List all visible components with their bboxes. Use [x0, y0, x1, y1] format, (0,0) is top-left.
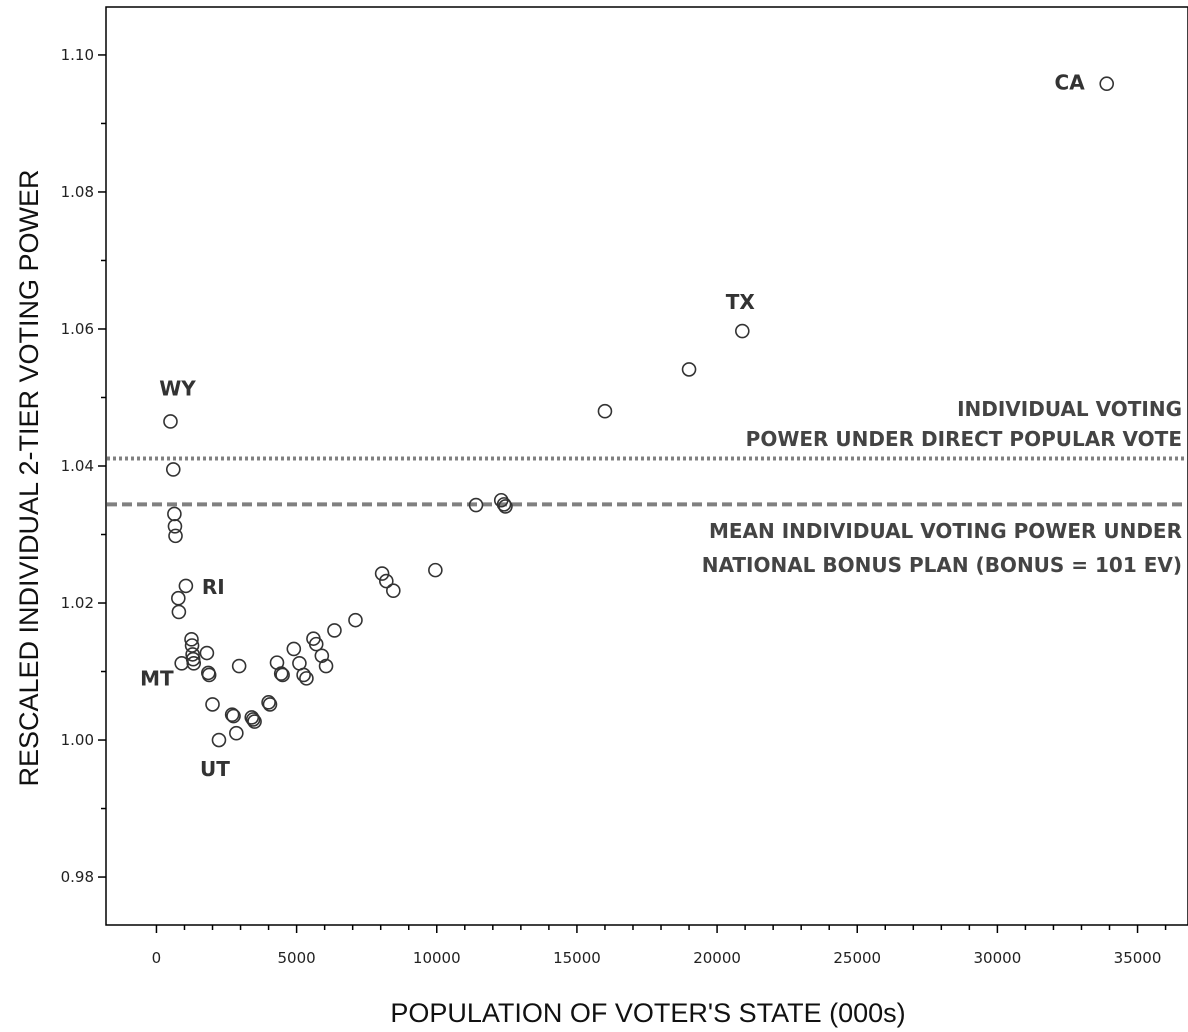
y-tick-label: 1.08 — [61, 183, 94, 201]
data-point — [167, 518, 183, 534]
data-point — [318, 658, 334, 674]
reference-line-annotation: INDIVIDUAL VOTING — [957, 397, 1182, 421]
data-point — [163, 414, 178, 429]
data-point — [1099, 76, 1115, 92]
data-point — [178, 578, 194, 594]
x-axis: 0 5000 10000 15000 20000 25000 30000 35000 — [152, 925, 1167, 967]
data-point — [597, 403, 613, 419]
data-points — [163, 76, 1115, 748]
data-point — [308, 636, 324, 652]
data-point — [244, 710, 260, 725]
data-point — [229, 725, 244, 741]
data-point — [273, 666, 289, 681]
data-point — [386, 583, 401, 598]
data-point — [165, 462, 181, 477]
data-point — [262, 697, 278, 712]
y-tick-label: 1.10 — [61, 46, 94, 64]
x-tick-label: 30000 — [974, 949, 1022, 967]
x-tick-label: 5000 — [278, 949, 316, 967]
reference-line-annotation: NATIONAL BONUS PLAN (BONUS = 101 EV) — [702, 553, 1182, 577]
data-point — [171, 590, 186, 606]
point-label-ca: CA — [1055, 71, 1086, 95]
data-point — [299, 671, 314, 686]
data-point — [681, 362, 697, 377]
point-labels: WY RI MT UT TX CA — [140, 71, 1085, 781]
point-label-tx: TX — [726, 290, 756, 314]
data-point — [184, 632, 199, 647]
x-tick-label: 35000 — [1114, 949, 1162, 967]
data-point — [498, 499, 513, 514]
x-tick-label: 25000 — [833, 949, 881, 967]
reference-line-annotation: POWER UNDER DIRECT POPULAR VOTE — [746, 427, 1182, 451]
data-point — [168, 528, 183, 544]
y-axis-title: RESCALED INDIVIDUAL 2-TIER VOTING POWER — [14, 169, 44, 786]
data-point — [296, 667, 311, 683]
x-tick-label: 15000 — [553, 949, 601, 967]
reference-lines: INDIVIDUAL VOTING POWER UNDER DIRECT POPU… — [107, 397, 1187, 577]
data-point — [286, 641, 302, 657]
data-point — [428, 562, 443, 578]
data-point — [185, 647, 200, 662]
x-axis-title: POPULATION OF VOTER'S STATE (000s) — [390, 998, 905, 1028]
data-point — [379, 573, 394, 589]
x-tick-label: 0 — [152, 949, 162, 967]
data-point — [468, 497, 484, 513]
data-point — [374, 566, 390, 581]
data-point — [201, 667, 217, 683]
data-point — [226, 708, 241, 724]
y-tick-label: 1.04 — [61, 457, 94, 475]
y-tick-label: 0.98 — [61, 868, 94, 886]
y-tick-label: 1.06 — [61, 320, 94, 338]
data-point — [327, 623, 342, 638]
data-point — [261, 695, 276, 710]
data-point — [247, 714, 262, 729]
data-point — [224, 707, 240, 722]
y-axis: 0.98 1.00 1.02 1.04 1.06 1.08 1.10 — [61, 46, 106, 886]
data-point — [245, 712, 261, 727]
point-label-ut: UT — [200, 757, 230, 781]
data-point — [735, 323, 750, 339]
data-point — [211, 732, 227, 748]
data-point — [496, 497, 512, 512]
data-point — [171, 604, 187, 620]
point-label-ri: RI — [202, 575, 225, 599]
point-label-wy: WY — [159, 376, 196, 400]
data-point — [199, 645, 215, 661]
data-point — [186, 656, 202, 671]
reference-line-annotation: MEAN INDIVIDUAL VOTING POWER UNDER — [709, 519, 1182, 543]
data-point — [275, 667, 290, 683]
x-tick-label: 20000 — [693, 949, 741, 967]
y-tick-label: 1.00 — [61, 731, 94, 749]
x-tick-label: 10000 — [413, 949, 461, 967]
data-point — [205, 697, 220, 712]
data-point — [314, 648, 330, 664]
data-point — [167, 506, 182, 522]
y-tick-label: 1.02 — [61, 594, 94, 612]
point-label-mt: MT — [140, 666, 174, 690]
plot-frame — [105, 6, 1188, 926]
data-point — [348, 612, 363, 628]
data-point — [231, 658, 247, 674]
